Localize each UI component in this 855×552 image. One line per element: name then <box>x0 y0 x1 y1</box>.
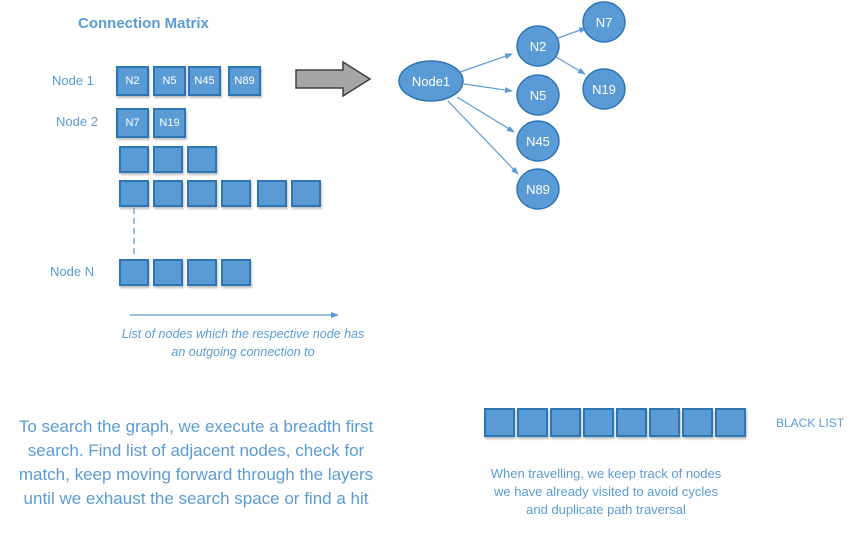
graph-node-n5: N5 <box>516 74 560 116</box>
matrix-cell <box>221 180 251 207</box>
matrix-cell <box>221 259 251 286</box>
blacklist-label: BLACK LIST <box>776 416 845 430</box>
blacklist-cell <box>616 408 647 437</box>
graph-node-n7: N7 <box>582 1 626 43</box>
blacklist-cell <box>550 408 581 437</box>
edge-n2-n7 <box>557 27 587 39</box>
graph-node-n19: N19 <box>582 68 626 110</box>
node-label: N5 <box>530 88 547 103</box>
node-label: N7 <box>596 15 613 30</box>
matrix-cell <box>257 180 287 207</box>
matrix-cell <box>119 259 149 286</box>
matrix-cell-n7: N7 <box>116 108 149 138</box>
edge-node1-n45 <box>456 96 515 133</box>
graph-node-n45: N45 <box>516 120 560 162</box>
graph-node-node1: Node1 <box>398 60 464 102</box>
node-label: N2 <box>530 39 547 54</box>
search-description: To search the graph, we execute a breadt… <box>18 417 374 508</box>
edge-n2-n19 <box>555 56 586 75</box>
blacklist-cell <box>682 408 713 437</box>
blacklist-cell <box>715 408 746 437</box>
matrix-cell-n2: N2 <box>116 66 149 96</box>
blacklist-cell <box>484 408 515 437</box>
matrix-cell <box>119 180 149 207</box>
matrix-cell-n89: N89 <box>228 66 261 96</box>
block-arrow <box>295 60 372 98</box>
matrix-title: Connection Matrix <box>78 15 209 32</box>
graph-node-n89: N89 <box>516 168 560 210</box>
matrix-cell-n45: N45 <box>188 66 221 96</box>
node-label: Node1 <box>412 74 450 89</box>
edge-node1-n89 <box>447 100 519 175</box>
matrix-cell <box>187 180 217 207</box>
row-label-node2: Node 2 <box>56 114 98 129</box>
matrix-cell-n5: N5 <box>153 66 186 96</box>
edge-node1-n5 <box>463 83 513 93</box>
matrix-cell <box>291 180 321 207</box>
matrix-cell <box>187 146 217 173</box>
blacklist-cell <box>583 408 614 437</box>
matrix-cell <box>187 259 217 286</box>
edge-node1-n2 <box>459 53 513 73</box>
blacklist-cell <box>649 408 680 437</box>
blacklist-cell <box>517 408 548 437</box>
matrix-caption: List of nodes which the respective node … <box>121 327 365 359</box>
matrix-cell-n19: N19 <box>153 108 186 138</box>
matrix-cell <box>153 146 183 173</box>
blacklist-note: When travelling, we keep track of nodes … <box>490 466 722 517</box>
matrix-cell <box>153 180 183 207</box>
node-label: N89 <box>526 182 550 197</box>
node-label: N45 <box>526 134 550 149</box>
row-label-node1: Node 1 <box>52 73 94 88</box>
node-label: N19 <box>592 82 616 97</box>
matrix-cell <box>119 146 149 173</box>
matrix-cell <box>153 259 183 286</box>
graph-node-n2: N2 <box>516 25 560 67</box>
row-label-nodeN: Node N <box>50 264 95 279</box>
